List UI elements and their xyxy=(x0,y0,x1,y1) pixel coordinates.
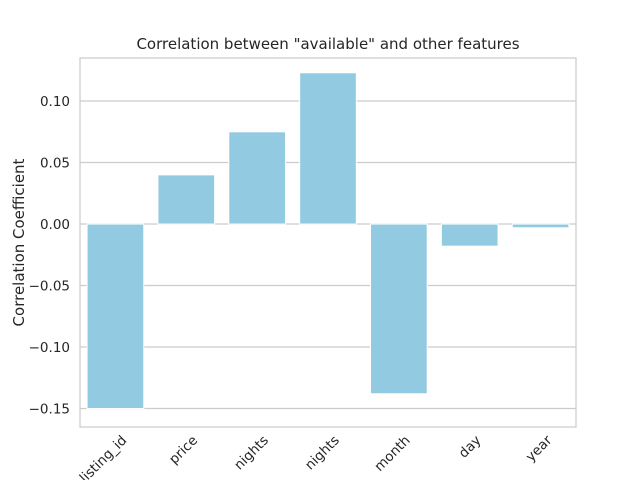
x-tick-label: nights xyxy=(231,433,272,474)
y-tick-label: −0.05 xyxy=(29,279,70,295)
chart-title: Correlation between "available" and othe… xyxy=(136,35,519,53)
bar-4 xyxy=(370,223,428,395)
plot-frame xyxy=(79,57,577,428)
x-tick-label: listing_id xyxy=(77,433,131,480)
y-tick-label: 0.05 xyxy=(40,156,70,172)
bar-3 xyxy=(299,72,357,225)
x-tick-labels: listing_id price nights nights month day year xyxy=(77,432,556,480)
y-tick-labels: −0.15 −0.10 −0.05 0.00 0.05 0.10 xyxy=(29,94,70,418)
y-axis-label: Correlation Coefficient xyxy=(10,158,28,326)
x-tick-label: month xyxy=(371,433,413,475)
bar-1 xyxy=(157,174,216,225)
y-tick-label: −0.10 xyxy=(29,340,70,356)
x-tick-label: nights xyxy=(302,433,343,474)
x-tick-label: price xyxy=(166,433,201,468)
bar-0 xyxy=(86,223,145,410)
bars xyxy=(86,72,570,410)
y-tick-label: 0.10 xyxy=(40,94,70,110)
bar-5 xyxy=(440,223,499,247)
bar-6 xyxy=(511,223,570,229)
x-tick-label: year xyxy=(523,432,556,465)
x-tick-label: day xyxy=(456,433,485,462)
bar-2 xyxy=(228,131,286,225)
y-tick-label: 0.00 xyxy=(40,217,70,233)
y-tick-label: −0.15 xyxy=(29,402,70,418)
